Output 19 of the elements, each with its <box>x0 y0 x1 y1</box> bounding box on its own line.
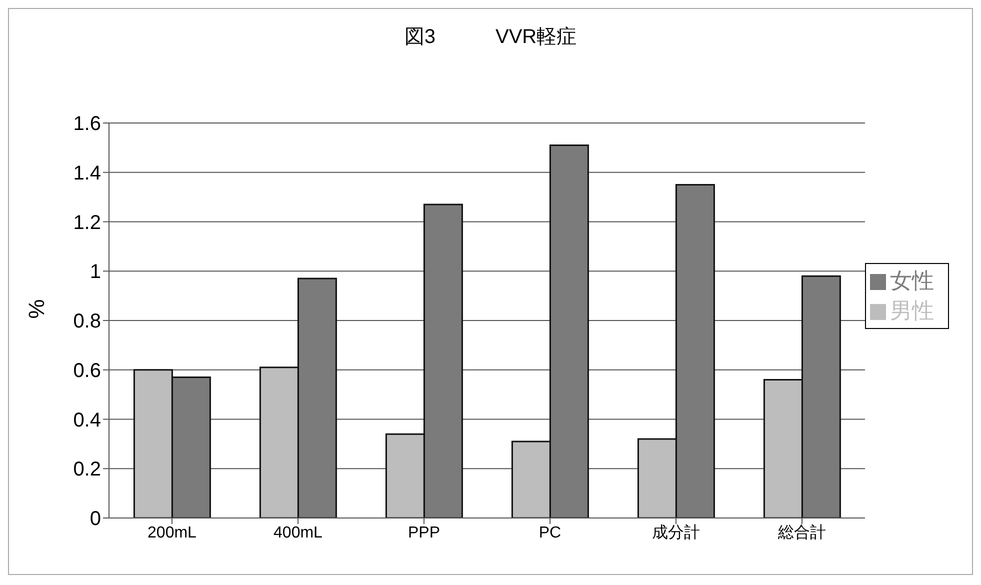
x-tick-label: PC <box>538 524 562 542</box>
y-tick-label: 0.6 <box>73 360 101 382</box>
x-tick-label: 400mL <box>274 524 323 542</box>
x-tick-label: 総合計 <box>777 523 826 542</box>
x-tick-label: PPP <box>408 524 440 542</box>
y-axis-title: % <box>24 299 50 319</box>
y-tick-label: 0.8 <box>73 310 101 333</box>
legend-label: 男性 <box>890 298 934 322</box>
x-tick-label: 成分計 <box>652 523 700 542</box>
y-tick-label: 0.2 <box>73 458 101 481</box>
chart-title: 図3 VVR軽症 <box>403 25 578 50</box>
y-tick-label: 0.4 <box>73 409 101 432</box>
y-tick-label: 1.4 <box>73 162 101 184</box>
y-tick-label: 0 <box>90 508 101 530</box>
legend-label: 女性 <box>890 268 934 292</box>
y-tick-label: 1.2 <box>73 212 101 234</box>
y-tick-label: 1.6 <box>73 113 101 136</box>
y-tick-label: 1 <box>90 261 101 284</box>
x-tick-label: 200mL <box>148 524 197 542</box>
